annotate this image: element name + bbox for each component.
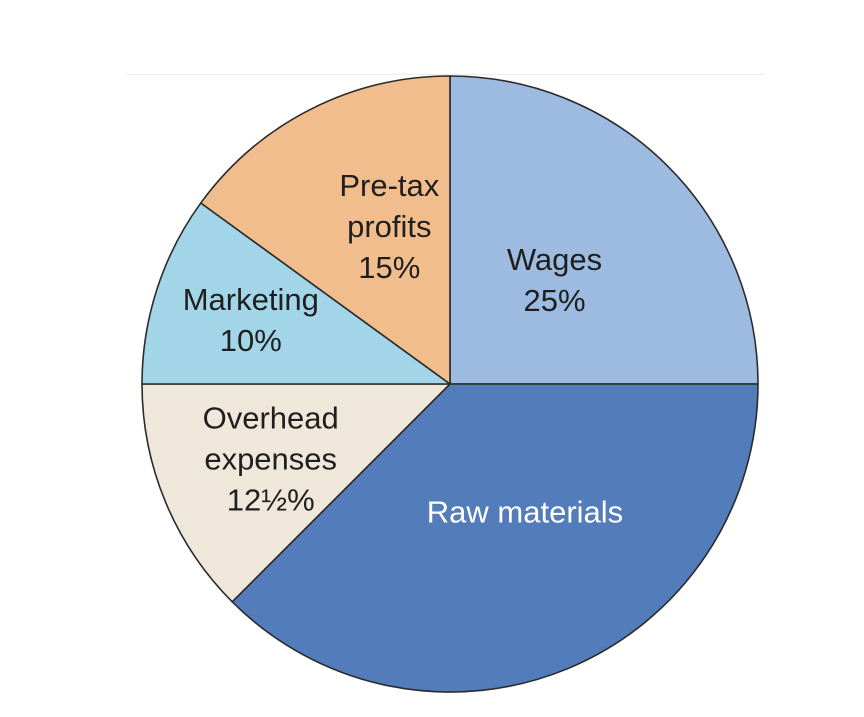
- slice-name-overhead-expenses: expenses: [204, 441, 337, 476]
- slice-name-marketing: Marketing: [183, 282, 319, 317]
- slice-name-overhead-expenses: Overhead: [203, 400, 339, 435]
- pie-slice-overhead-expenses: [141, 383, 451, 603]
- pie-slice-marketing: [141, 202, 451, 385]
- slice-label-pre-tax-profits: Pre-tax profits 15%: [339, 168, 439, 285]
- slice-label-overhead-expenses: Overhead expenses 12½%: [203, 400, 339, 517]
- slice-label-raw-materials: Raw materials: [427, 494, 623, 529]
- slice-value-marketing: 10%: [220, 323, 282, 358]
- slice-name-raw-materials: Raw materials: [427, 494, 623, 529]
- pie-slice-raw-materials: [231, 383, 759, 693]
- slice-name-pre-tax-profits: profits: [347, 209, 431, 244]
- slice-name-pre-tax-profits: Pre-tax: [339, 168, 439, 203]
- slice-value-overhead-expenses: 12½%: [227, 482, 315, 517]
- slice-label-marketing: Marketing 10%: [183, 282, 319, 358]
- pie-slice-wages: [449, 75, 759, 385]
- top-divider: [126, 74, 764, 75]
- slice-label-wages: Wages 25%: [507, 242, 602, 318]
- pie-slice-pre-tax-profits: [200, 75, 451, 385]
- slice-value-pre-tax-profits: 15%: [358, 250, 420, 285]
- slice-value-wages: 25%: [523, 283, 585, 318]
- slice-name-wages: Wages: [507, 242, 602, 277]
